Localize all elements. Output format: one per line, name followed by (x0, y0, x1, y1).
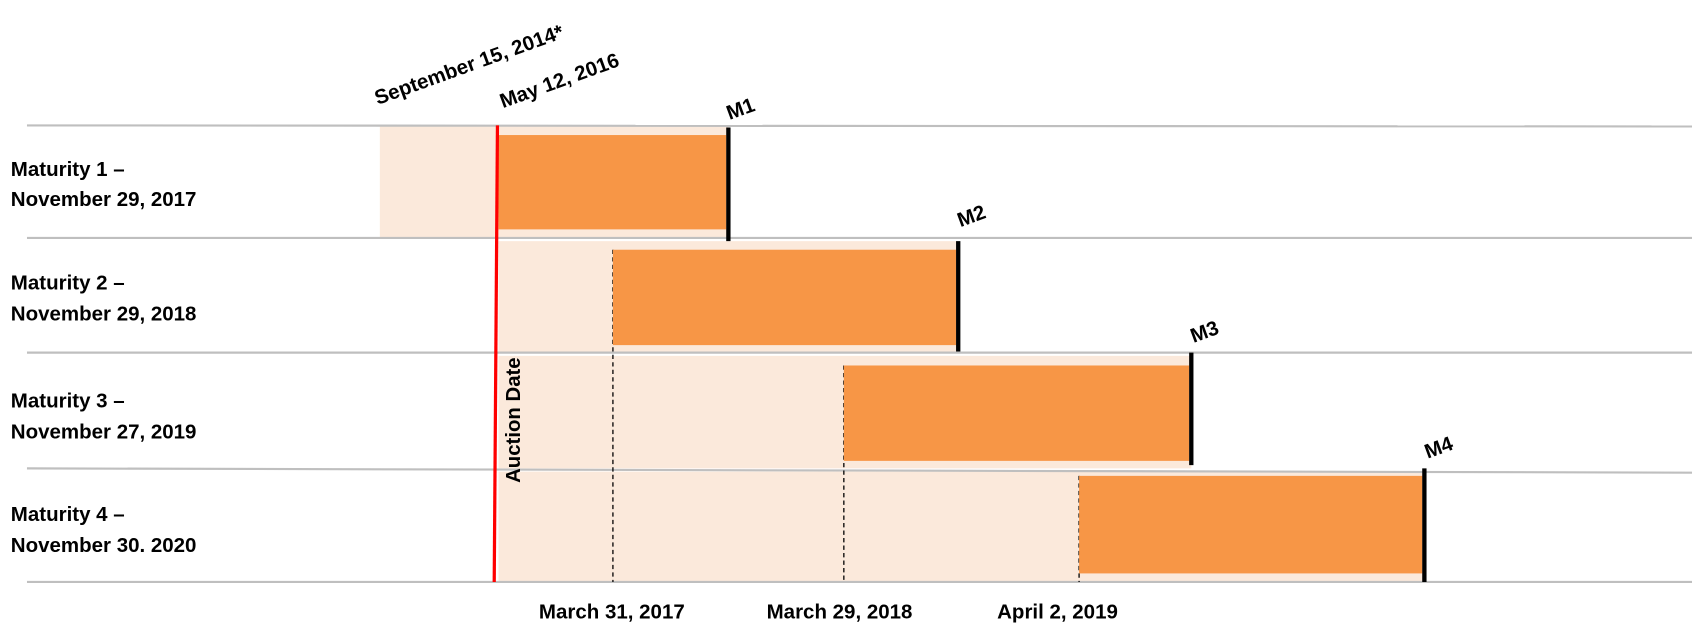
row-label: November 30. 2020 (11, 535, 197, 557)
bottom-date: April 2, 2019 (997, 601, 1118, 623)
marker-label: M3 (1188, 317, 1222, 347)
row-label: Maturity 3 – (11, 390, 125, 412)
bottom-date: March 31, 2017 (539, 601, 685, 623)
auction-line (492, 125, 500, 582)
period-bar (612, 249, 957, 346)
row-label: November 27, 2019 (11, 421, 197, 443)
marker-label: M1 (724, 94, 758, 124)
row-line (26, 124, 1692, 128)
row-label: Maturity 4 – (11, 504, 125, 526)
row-label: Maturity 1 – (11, 159, 125, 181)
auction-label: Auction Date (503, 357, 525, 483)
period-bar (498, 135, 727, 230)
row-label: Maturity 2 – (11, 272, 125, 294)
period-bar (1079, 475, 1423, 574)
row-line (26, 467, 1692, 474)
row-label: November 29, 2018 (11, 304, 197, 326)
row-label: November 29, 2017 (11, 189, 197, 211)
marker-label: M2 (955, 202, 989, 232)
period-bar (843, 365, 1190, 461)
marker-label: M4 (1422, 433, 1457, 463)
bottom-date: March 29, 2018 (767, 601, 913, 623)
